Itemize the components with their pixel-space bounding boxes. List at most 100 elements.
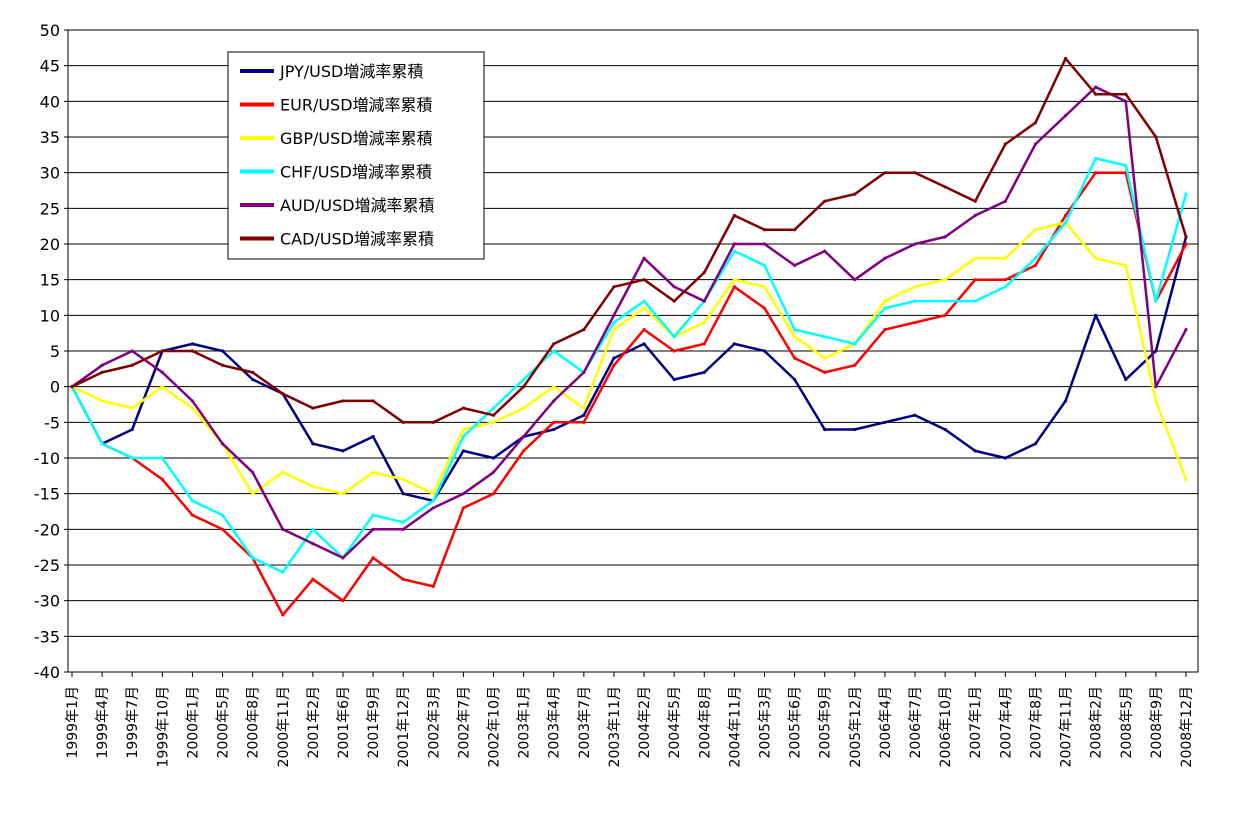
data-point <box>190 399 195 403</box>
data-point <box>251 556 255 560</box>
data-point <box>1033 442 1038 446</box>
series-layer <box>70 56 1188 617</box>
series-line-0 <box>70 236 1188 503</box>
legend-label: EUR/USD増減率累積 <box>280 96 433 115</box>
data-point <box>943 235 947 239</box>
legend-label: AUD/USD増減率累積 <box>280 196 435 215</box>
data-point <box>1184 235 1188 239</box>
data-point <box>823 199 827 203</box>
data-point <box>100 399 104 403</box>
data-point <box>943 427 947 432</box>
data-point <box>973 199 977 203</box>
data-point <box>522 385 526 389</box>
data-point <box>160 370 164 374</box>
data-point <box>341 599 345 603</box>
data-point <box>883 256 887 260</box>
data-point <box>220 349 225 353</box>
y-tick-label: 45 <box>40 57 60 76</box>
data-point <box>612 328 616 332</box>
data-point <box>1003 456 1007 460</box>
data-point <box>552 342 556 346</box>
data-point <box>341 556 345 560</box>
data-point <box>883 299 887 303</box>
data-point <box>281 392 285 396</box>
data-point <box>1033 256 1038 260</box>
data-point <box>1063 56 1068 61</box>
data-point <box>582 413 586 417</box>
data-point <box>702 342 706 346</box>
y-tick-label: 40 <box>40 92 60 111</box>
series-line-1 <box>70 171 1188 617</box>
data-point <box>883 420 887 424</box>
y-tick-label: 15 <box>40 271 60 290</box>
data-point <box>1003 199 1007 203</box>
x-tick-label: 1999年10月 <box>155 686 171 767</box>
legend-label: GBP/USD増減率累積 <box>280 129 433 148</box>
data-point <box>341 449 345 453</box>
x-tick-label: 2008年12月 <box>1179 686 1195 767</box>
data-point <box>853 278 857 282</box>
data-point <box>642 256 646 260</box>
data-point <box>973 278 977 282</box>
data-point <box>461 406 466 410</box>
data-point <box>220 527 225 531</box>
x-tick-label: 2005年12月 <box>848 686 864 767</box>
data-point <box>792 328 797 332</box>
data-point <box>1124 263 1128 267</box>
data-point <box>522 406 526 410</box>
data-point <box>913 413 917 417</box>
x-tick-label: 2000年1月 <box>185 686 201 759</box>
x-tick-label: 2004年8月 <box>697 686 713 759</box>
data-point <box>491 470 496 474</box>
data-point <box>371 556 375 560</box>
data-point <box>220 363 225 367</box>
x-tick-label: 2006年4月 <box>878 686 894 759</box>
data-point <box>973 256 977 260</box>
data-point <box>702 299 706 303</box>
data-point <box>401 520 405 524</box>
data-point <box>913 285 917 289</box>
data-point <box>642 342 646 346</box>
data-point <box>823 427 827 432</box>
data-point <box>1094 171 1098 175</box>
data-point <box>1063 221 1068 225</box>
data-point <box>1003 142 1007 146</box>
data-point <box>1063 399 1068 403</box>
data-point <box>762 263 767 267</box>
data-point <box>1154 399 1158 403</box>
x-tick-label: 2006年10月 <box>938 686 954 767</box>
data-point <box>943 185 947 189</box>
data-point <box>702 320 706 325</box>
data-point <box>491 420 496 424</box>
data-point <box>1184 192 1188 196</box>
data-point <box>100 442 104 446</box>
x-tick-label: 2000年5月 <box>216 686 232 759</box>
data-point <box>612 285 616 289</box>
x-tick-label: 2006年7月 <box>908 686 924 759</box>
data-point <box>1184 328 1188 332</box>
data-point <box>792 377 797 382</box>
legend-label: JPY/USD増減率累積 <box>279 62 423 81</box>
data-point <box>762 349 767 353</box>
x-tick-label: 2001年9月 <box>366 686 382 759</box>
data-point <box>1124 99 1128 103</box>
x-tick-label: 1999年1月 <box>65 686 81 759</box>
data-point <box>823 356 827 360</box>
data-point <box>130 406 134 410</box>
data-point <box>1094 92 1098 96</box>
data-point <box>913 299 917 303</box>
x-tick-label: 2008年2月 <box>1089 686 1105 759</box>
data-point <box>762 242 767 246</box>
data-point <box>100 370 104 374</box>
data-point <box>371 513 375 517</box>
data-point <box>1094 313 1098 317</box>
data-point <box>371 435 375 439</box>
data-point <box>160 477 164 481</box>
data-point <box>401 477 405 481</box>
series-line-5 <box>71 57 1188 424</box>
data-point <box>522 377 526 382</box>
data-point <box>612 320 616 325</box>
data-point <box>190 513 195 517</box>
x-tick-label: 2000年11月 <box>276 686 292 767</box>
